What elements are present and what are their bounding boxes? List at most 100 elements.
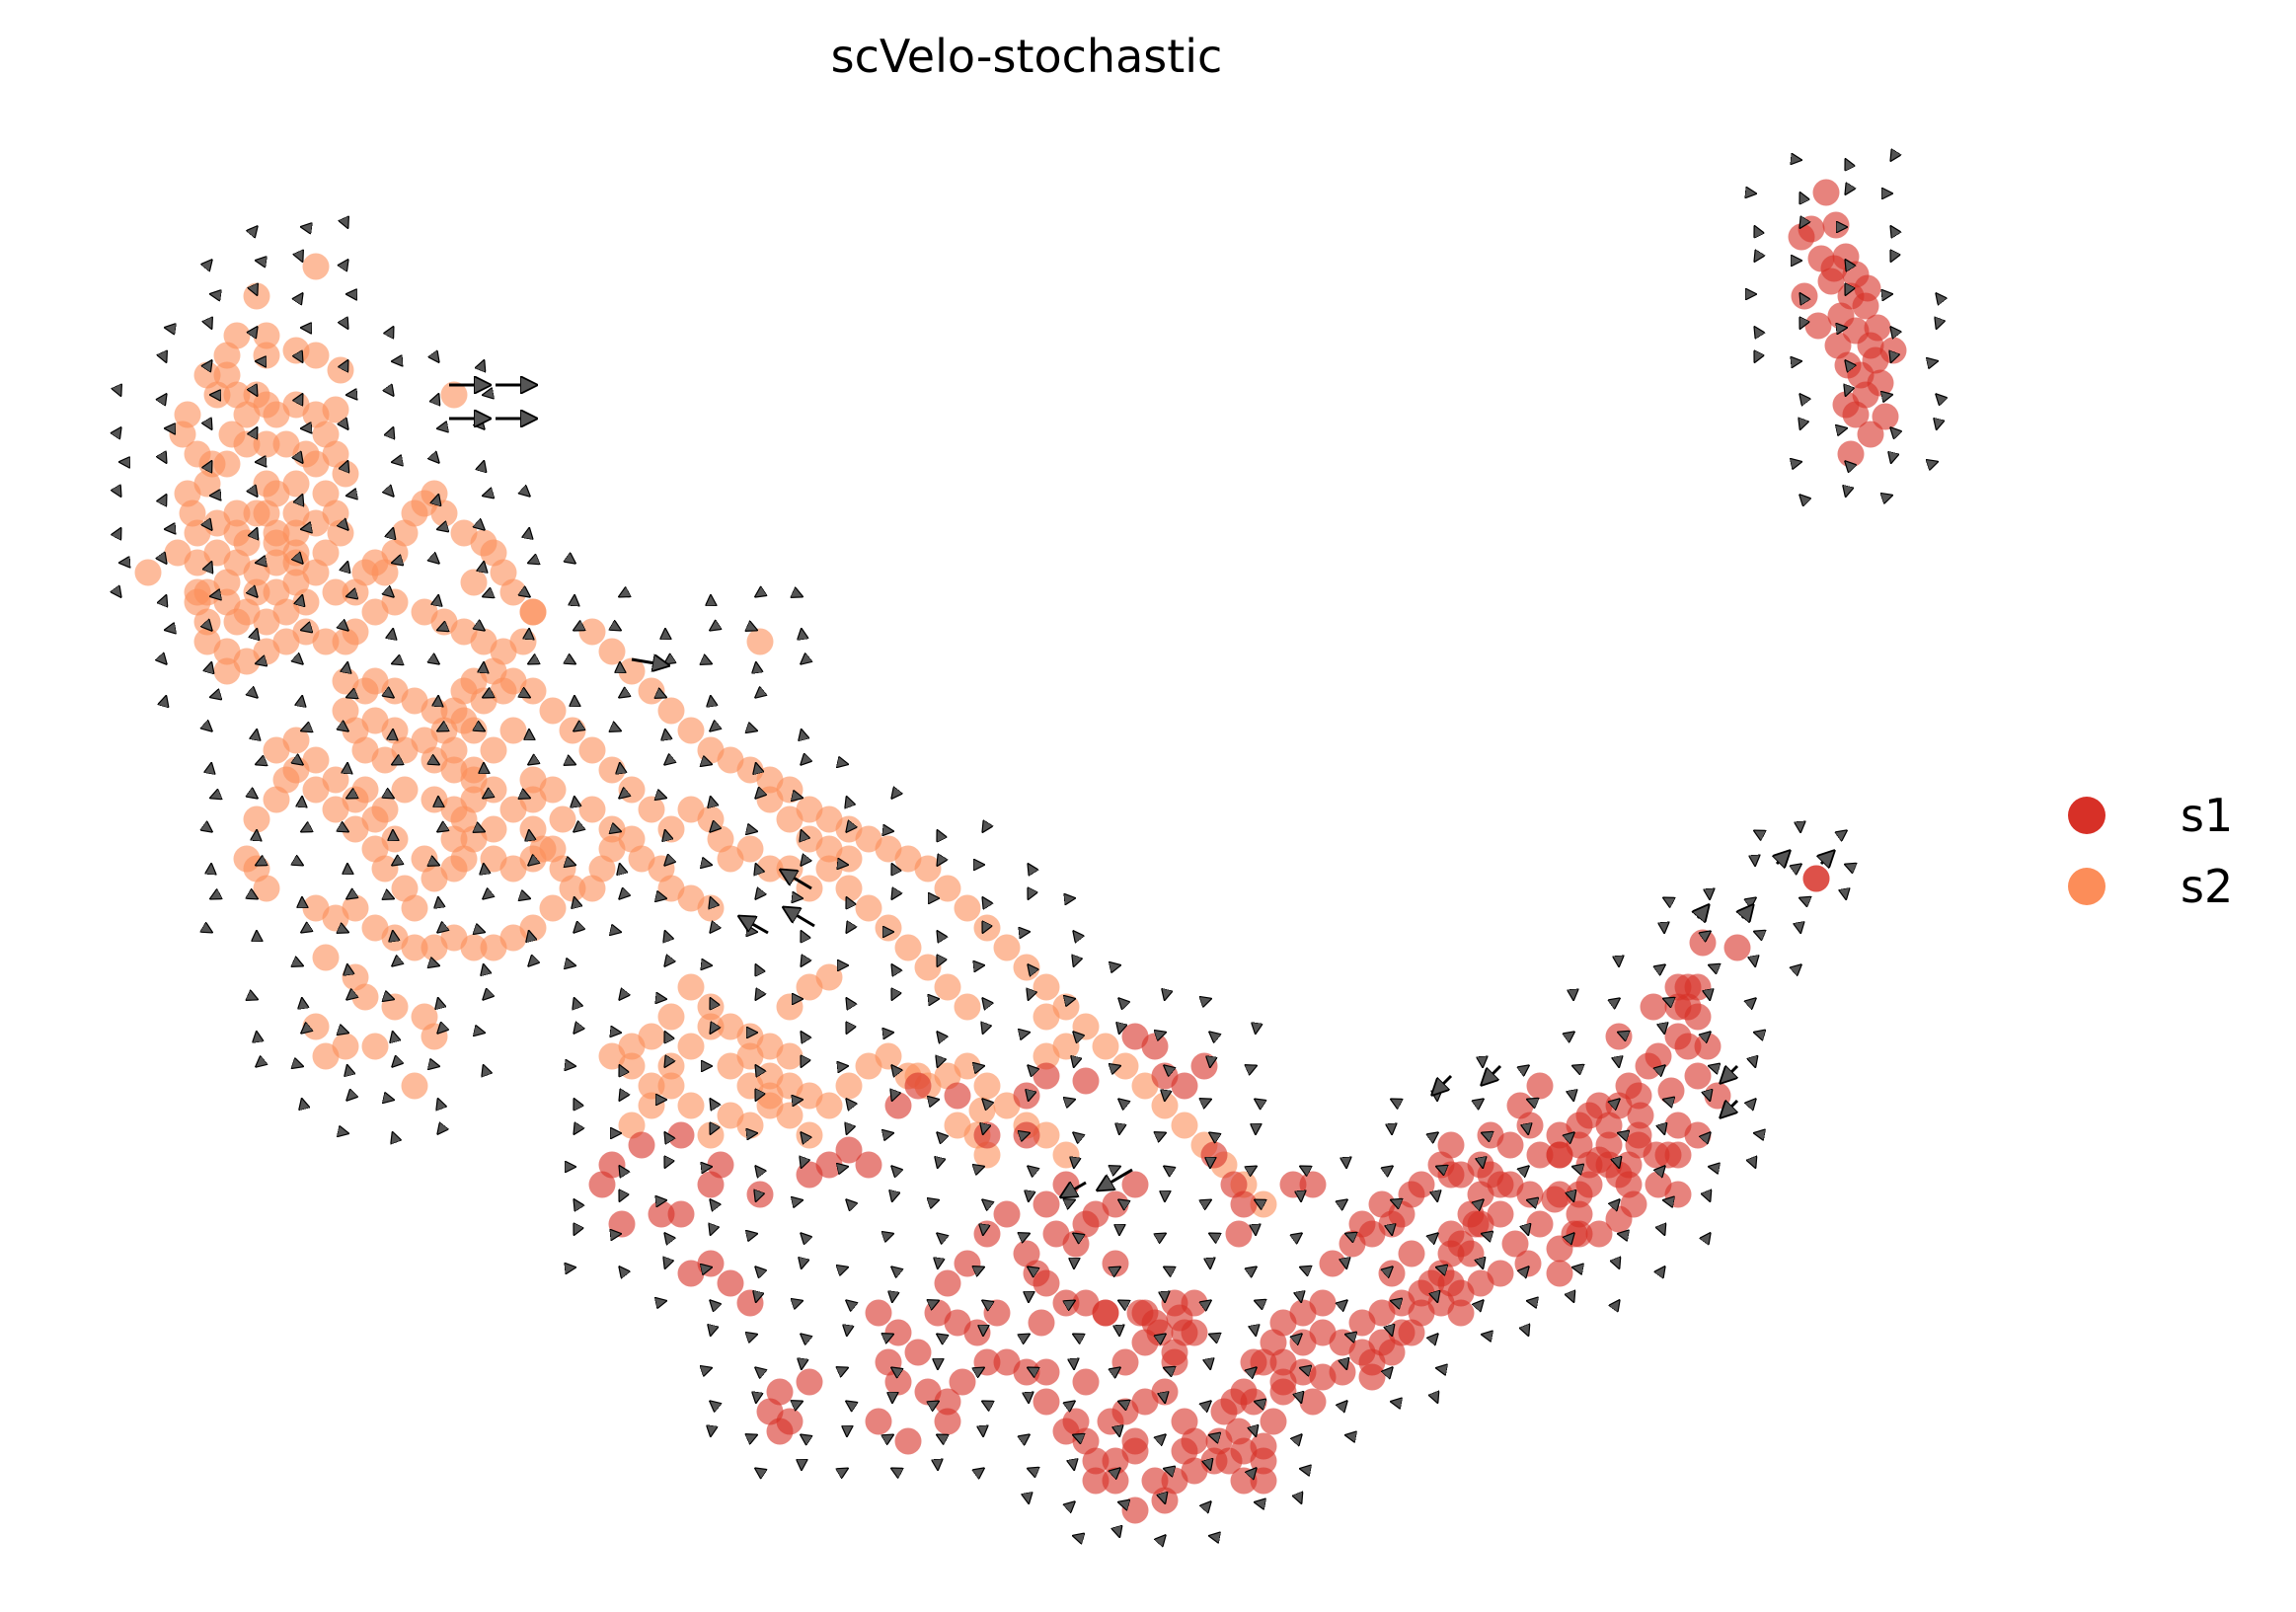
velocity-arrow-icon: [616, 830, 620, 831]
velocity-arrow-icon: [979, 1167, 983, 1168]
cell-point-s1: [1857, 421, 1884, 448]
velocity-arrow-icon: [1253, 1267, 1256, 1269]
velocity-arrow-icon: [434, 964, 438, 965]
cell-point-s2: [263, 401, 290, 428]
velocity-arrow-icon: [1482, 1264, 1483, 1267]
legend: s1 s2: [2068, 780, 2233, 922]
velocity-arrow-icon: [1074, 1062, 1075, 1066]
velocity-arrow-icon: [711, 1402, 714, 1405]
velocity-arrow-icon: [1755, 258, 1757, 261]
cell-point-s1: [1566, 1200, 1593, 1228]
velocity-arrow-icon: [756, 996, 758, 999]
velocity-arrow-icon: [1800, 898, 1804, 899]
velocity-arrow-icon: [1821, 852, 1833, 864]
velocity-arrow-icon: [802, 630, 803, 634]
cell-point-s1: [1319, 1250, 1346, 1277]
velocity-arrow-icon: [1119, 1301, 1123, 1303]
cell-point-s2: [223, 499, 251, 527]
velocity-arrow-icon: [711, 1301, 714, 1304]
cell-point-s2: [835, 845, 863, 873]
velocity-arrow-icon: [1846, 361, 1848, 364]
cell-point-s1: [1289, 1299, 1317, 1327]
velocity-arrow-icon: [707, 1267, 711, 1268]
velocity-arrow-icon: [616, 729, 620, 730]
cell-point-s1: [1625, 1082, 1652, 1110]
cell-point-s1: [1689, 929, 1717, 957]
velocity-arrow-icon: [255, 328, 257, 331]
velocity-arrow-icon: [1391, 1331, 1392, 1335]
velocity-arrow-icon: [529, 932, 530, 936]
velocity-arrow-icon: [438, 528, 442, 529]
velocity-arrow-icon: [1891, 257, 1893, 261]
velocity-arrow-icon: [620, 795, 623, 798]
velocity-arrow-icon: [661, 897, 665, 898]
velocity-arrow-icon: [1709, 1196, 1710, 1200]
cell-point-s2: [391, 875, 419, 902]
velocity-arrow-icon: [620, 594, 624, 596]
velocity-arrow-icon: [1165, 1368, 1169, 1369]
velocity-arrow-icon: [389, 1099, 393, 1100]
velocity-arrow-icon: [802, 1133, 804, 1136]
velocity-arrow-icon: [888, 1234, 892, 1235]
cell-point-s2: [756, 1092, 784, 1119]
velocity-arrow-icon: [1210, 1536, 1214, 1537]
cell-point-s2: [460, 934, 488, 961]
velocity-arrow-icon: [892, 995, 894, 999]
cell-point-s1: [993, 1348, 1021, 1376]
velocity-arrow-icon: [711, 1129, 713, 1133]
cell-point-s2: [272, 598, 300, 626]
velocity-arrow-icon: [711, 1200, 713, 1203]
velocity-arrow-icon: [1845, 894, 1846, 898]
cell-point-s2: [1111, 1052, 1139, 1080]
cell-point-s2: [470, 628, 497, 655]
velocity-arrow-icon: [1115, 1167, 1119, 1169]
velocity-arrow-icon: [1573, 1267, 1577, 1268]
velocity-arrow-icon: [1209, 1465, 1210, 1469]
cell-point-s2: [638, 796, 665, 823]
cell-point-s2: [1072, 1013, 1100, 1040]
velocity-arrow-icon: [665, 1264, 666, 1267]
cell-point-s2: [470, 687, 497, 715]
velocity-arrow-icon: [756, 1096, 758, 1100]
velocity-arrow-icon: [756, 1167, 758, 1170]
velocity-arrow-icon: [437, 395, 438, 399]
velocity-arrow-icon: [302, 1030, 305, 1033]
velocity-arrow-icon: [756, 865, 757, 869]
velocity-arrow-icon: [390, 593, 393, 596]
velocity-arrow-icon: [347, 996, 350, 999]
velocity-arrow-icon: [574, 628, 578, 630]
velocity-arrow-icon: [1933, 462, 1937, 463]
cell-point-s2: [351, 736, 379, 764]
velocity-arrow-icon: [393, 932, 394, 936]
velocity-arrow-icon: [892, 1469, 896, 1471]
cell-point-s1: [1126, 1299, 1154, 1327]
velocity-arrow-icon: [118, 529, 120, 533]
cell-point-s2: [391, 776, 419, 804]
velocity-arrow-icon: [1062, 1183, 1087, 1196]
velocity-arrow-icon: [889, 1435, 892, 1437]
cell-point-s2: [391, 519, 419, 547]
cell-point-s1: [1190, 1052, 1218, 1080]
velocity-arrow-icon: [301, 496, 302, 499]
velocity-arrow-icon: [393, 1063, 396, 1066]
velocity-arrow-icon: [802, 962, 804, 965]
velocity-arrow-icon: [484, 1066, 485, 1070]
cell-point-s2: [263, 578, 290, 606]
cell-point-s2: [638, 1072, 665, 1100]
cell-point-s2: [223, 381, 251, 409]
velocity-arrow-icon: [1253, 1167, 1256, 1169]
velocity-arrow-icon: [302, 1100, 303, 1104]
cell-point-s2: [539, 776, 567, 804]
velocity-arrow-icon: [1298, 1234, 1301, 1236]
cell-point-s2: [213, 657, 241, 685]
cell-point-s2: [253, 430, 280, 458]
velocity-arrow-icon: [847, 1029, 849, 1033]
cell-point-s1: [1033, 1190, 1060, 1218]
velocity-arrow-icon: [752, 1335, 756, 1336]
velocity-arrow-icon: [1528, 1200, 1532, 1201]
velocity-arrow-icon: [571, 762, 574, 764]
velocity-arrow-icon: [665, 661, 668, 663]
velocity-arrow-icon: [1026, 1335, 1029, 1337]
velocity-arrow-icon: [1164, 1498, 1165, 1502]
velocity-arrow-icon: [434, 1065, 438, 1066]
